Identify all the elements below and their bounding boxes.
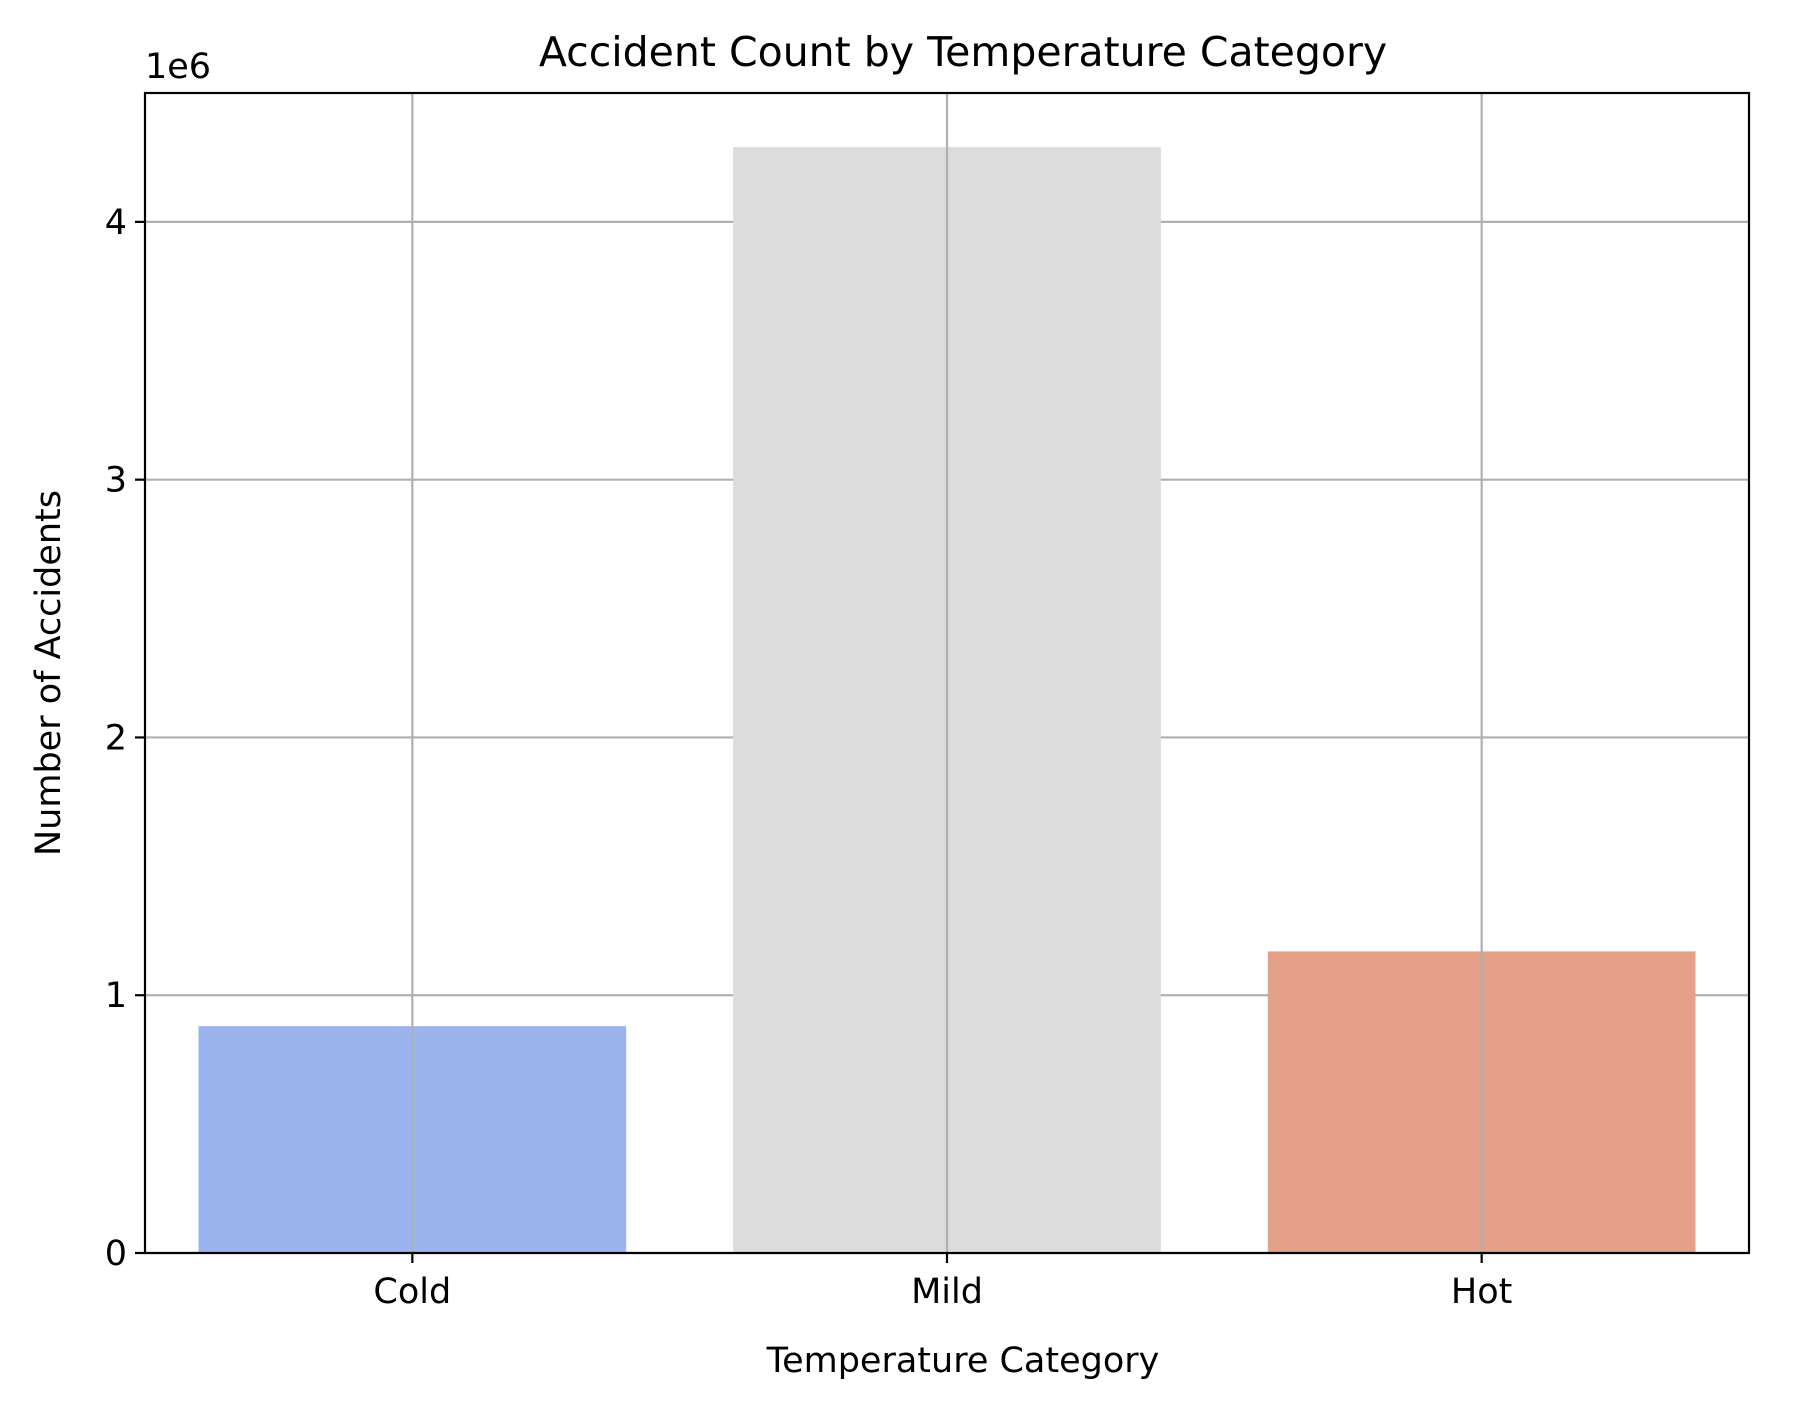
x-axis-label: Temperature Category xyxy=(766,1341,1160,1381)
y-tick-label: 0 xyxy=(105,1234,127,1274)
x-tick-label: Hot xyxy=(1451,1272,1512,1312)
chart-title: Accident Count by Temperature Category xyxy=(539,28,1387,76)
y-tick-label: 3 xyxy=(105,461,127,501)
x-tick-label: Mild xyxy=(911,1272,983,1312)
ticks: 0 1 2 3 4 Cold Mild Hot xyxy=(105,203,1513,1312)
x-tick-label: Cold xyxy=(373,1272,451,1312)
y-axis-label: Number of Accidents xyxy=(29,490,69,856)
y-tick-label: 1 xyxy=(105,976,127,1016)
y-offset-label: 1e6 xyxy=(145,47,211,87)
vertical-grid xyxy=(411,93,1483,1253)
y-tick-label: 4 xyxy=(105,203,127,243)
y-tick-label: 2 xyxy=(105,718,127,758)
